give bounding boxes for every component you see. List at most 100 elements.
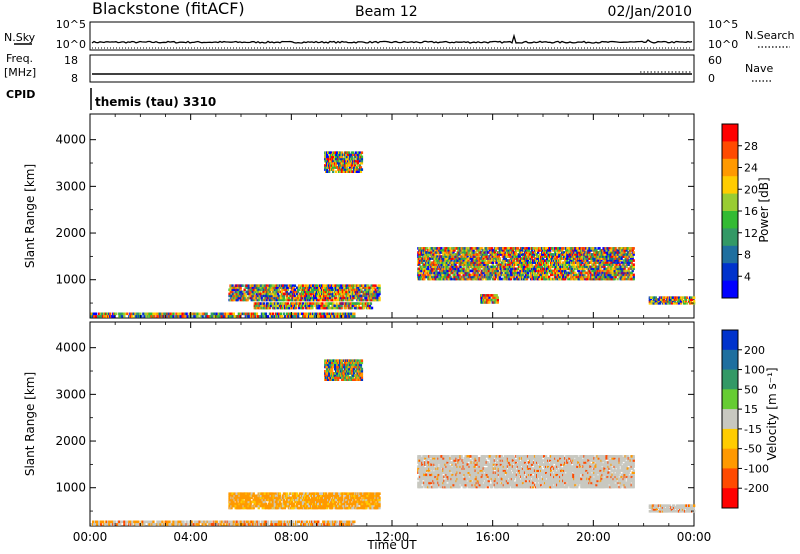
range-time-cell (628, 251, 631, 254)
range-time-cell (430, 251, 433, 254)
range-time-cell (662, 298, 666, 301)
range-time-cell (516, 247, 520, 250)
range-time-cell (105, 523, 108, 526)
range-time-cell (245, 284, 248, 287)
range-time-cell (362, 298, 365, 302)
range-time-cell (362, 306, 366, 310)
range-time-cell (353, 292, 356, 296)
range-time-cell (296, 523, 299, 526)
range-time-cell (476, 247, 479, 250)
range-time-cell (483, 294, 486, 297)
range-time-cell (543, 263, 546, 266)
range-time-cell (516, 249, 520, 252)
range-time-cell (437, 267, 440, 271)
range-time-cell (626, 257, 629, 260)
range-time-cell (490, 247, 493, 250)
range-time-cell (325, 292, 328, 296)
range-time-cell (352, 288, 355, 292)
range-time-cell (609, 259, 612, 262)
range-time-cell (284, 520, 288, 524)
range-time-cell (450, 251, 453, 254)
range-time-cell (452, 251, 455, 254)
range-time-cell (446, 257, 449, 260)
range-time-cell (490, 267, 493, 271)
range-time-cell (519, 249, 523, 252)
range-time-cell (459, 265, 462, 269)
range-time-cell (341, 288, 344, 292)
range-time-cell (306, 284, 310, 287)
range-time-cell (367, 284, 370, 287)
range-time-cell (502, 273, 505, 277)
range-time-cell (333, 298, 336, 302)
range-time-cell (451, 265, 454, 269)
range-time-cell (435, 269, 438, 273)
range-time-cell (328, 170, 331, 173)
range-time-cell (258, 290, 261, 294)
range-time-cell (349, 288, 352, 292)
range-time-cell (327, 315, 330, 318)
range-time-cell (552, 269, 555, 273)
range-time-cell (282, 298, 286, 302)
range-time-cell (471, 273, 474, 277)
range-time-cell (423, 263, 426, 266)
range-time-cell (270, 296, 273, 300)
range-time-cell (577, 273, 580, 277)
range-time-cell (325, 159, 328, 163)
range-time-cell (368, 304, 372, 308)
range-time-cell (620, 257, 623, 260)
nave-tick-top: 60 (708, 54, 722, 67)
range-time-cell (582, 265, 585, 269)
nsky-panel: N.Sky 10^5 10^0 10^5 10^0 N.Search (4, 18, 795, 51)
range-time-cell (172, 315, 175, 318)
range-time-cell (652, 300, 655, 303)
range-time-cell (658, 302, 662, 305)
range-time-cell (373, 286, 376, 290)
range-time-cell (352, 286, 355, 290)
range-time-cell (581, 275, 584, 279)
range-time-cell (467, 259, 470, 262)
range-time-cell (590, 249, 593, 252)
range-time-cell (283, 284, 287, 287)
range-time-cell (485, 249, 488, 252)
range-time-cell (168, 520, 171, 524)
range-time-cell (543, 275, 546, 279)
range-time-cell (161, 523, 164, 526)
range-time-cell (578, 251, 581, 254)
range-time-cell (491, 263, 494, 266)
range-time-cell (298, 306, 301, 310)
range-time-cell (443, 255, 446, 258)
range-time-cell (566, 263, 569, 266)
range-time-cell (579, 265, 582, 269)
range-time-cell (625, 249, 628, 252)
range-time-cell (154, 523, 157, 526)
range-time-cell (418, 261, 421, 264)
range-time-cell (541, 265, 544, 269)
range-time-cell (320, 315, 323, 318)
range-time-cell (359, 284, 362, 287)
range-time-cell (317, 520, 320, 524)
range-time-cell (487, 269, 490, 273)
range-time-cell (504, 257, 507, 260)
range-time-cell (156, 312, 159, 316)
range-time-cell (668, 302, 672, 305)
range-time-cell (603, 251, 606, 254)
range-time-cell (277, 288, 280, 292)
range-time-cell (531, 253, 535, 256)
range-time-cell (237, 288, 240, 292)
range-time-cell (277, 294, 280, 298)
range-time-cell (472, 249, 475, 252)
range-time-cell (521, 253, 525, 256)
range-time-cell (424, 249, 427, 252)
range-time-cell (608, 261, 611, 264)
range-time-cell (429, 257, 432, 260)
range-time-cell (679, 302, 683, 305)
range-time-cell (521, 255, 525, 258)
range-time-cell (562, 261, 565, 264)
range-time-cell (462, 247, 465, 250)
range-time-cell (233, 315, 236, 318)
range-time-cell (518, 275, 522, 279)
range-time-cell (664, 296, 668, 299)
range-time-cell (509, 275, 513, 279)
range-time-cell (554, 255, 557, 258)
